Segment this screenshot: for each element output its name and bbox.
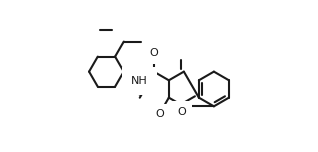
Text: NH: NH xyxy=(131,76,148,86)
Text: O: O xyxy=(149,48,158,58)
Text: O: O xyxy=(156,109,165,119)
Text: O: O xyxy=(177,107,186,117)
